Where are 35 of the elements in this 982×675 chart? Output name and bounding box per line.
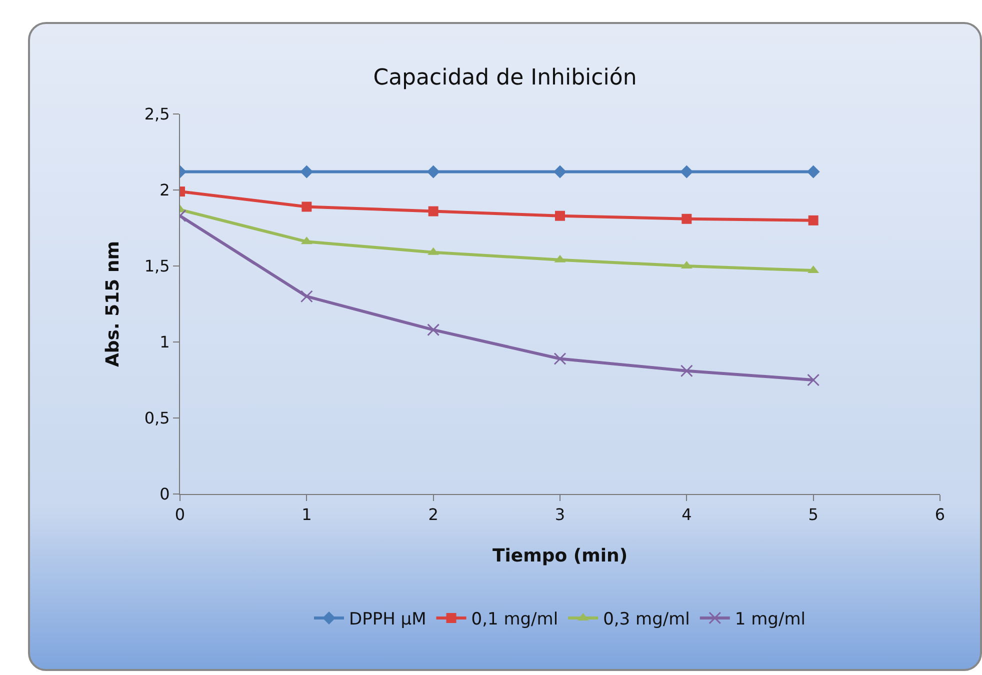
y-tick-label: 2,5 <box>144 104 170 124</box>
legend-label: 0,1 mg/ml <box>471 610 558 630</box>
y-tick-label: 2 <box>160 180 170 200</box>
y-tick-label: 0,5 <box>144 408 170 428</box>
legend-label: 0,3 mg/ml <box>603 610 690 630</box>
point <box>302 202 312 212</box>
legend-label: 1 mg/ml <box>734 610 806 630</box>
x-tick-label: 5 <box>808 505 818 524</box>
point <box>427 324 440 336</box>
point <box>806 165 820 178</box>
y-tick-label: 1 <box>160 332 170 352</box>
y-axis-title: Abs. 515 nm <box>102 240 124 368</box>
x-tick-label: 4 <box>682 505 692 524</box>
point <box>554 352 566 365</box>
y-tick-label: 1,5 <box>144 256 170 276</box>
point <box>555 210 565 221</box>
x-tick-label: 3 <box>554 505 566 524</box>
x-tick-label: 6 <box>934 505 946 524</box>
point <box>300 290 313 303</box>
point <box>300 165 314 178</box>
point <box>680 364 693 378</box>
point <box>808 215 818 226</box>
point <box>682 214 692 224</box>
point <box>554 165 566 178</box>
x-tick-label: 0 <box>174 505 186 524</box>
point <box>807 374 820 386</box>
point <box>426 165 440 178</box>
x-tick-label: 2 <box>428 505 438 524</box>
x-tick-label: 1 <box>302 505 312 524</box>
x-axis-title: Tiempo (min) <box>492 545 628 566</box>
point <box>680 165 694 178</box>
point <box>428 206 438 216</box>
legend-label: DPPH µM <box>349 610 426 630</box>
chart-title: Capacidad de Inhibición <box>373 66 637 91</box>
y-tick-label: 0 <box>160 484 170 504</box>
